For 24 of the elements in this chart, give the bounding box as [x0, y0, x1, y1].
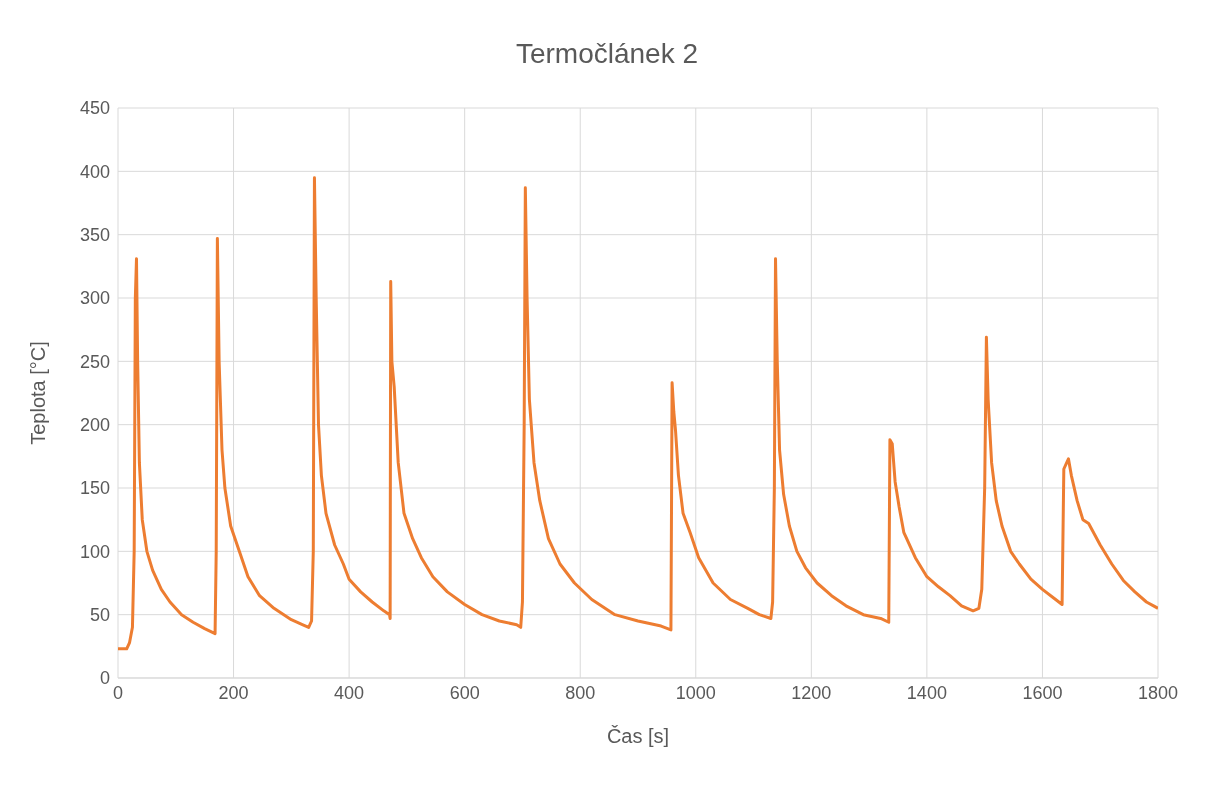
y-tick-label: 300 [79, 288, 110, 309]
y-tick-label: 50 [89, 605, 110, 626]
x-tick-label: 200 [218, 682, 249, 703]
y-tick-label: 450 [79, 98, 110, 119]
y-tick-label: 200 [79, 415, 110, 436]
y-axis-title: Teplota [°C] [27, 341, 50, 445]
x-tick-label: 1000 [675, 682, 716, 703]
chart-title: Termočlánek 2 [514, 37, 700, 71]
y-tick-label: 0 [99, 668, 110, 689]
x-axis-title: Čas [s] [606, 725, 670, 747]
x-tick-label: 800 [565, 682, 596, 703]
y-tick-label: 100 [79, 541, 110, 562]
y-tick-label: 400 [79, 161, 110, 182]
x-tick-label: 0 [112, 682, 124, 703]
x-tick-label: 600 [449, 682, 480, 703]
y-tick-label: 150 [79, 478, 110, 499]
x-tick-label: 400 [334, 682, 365, 703]
y-tick-label: 350 [79, 225, 110, 246]
x-tick-label: 1800 [1137, 682, 1179, 703]
y-tick-label: 250 [79, 351, 110, 372]
x-tick-label: 1400 [906, 682, 947, 703]
line-series [118, 176, 1158, 651]
x-tick-label: 1200 [791, 682, 832, 703]
x-tick-label: 1600 [1022, 682, 1063, 703]
